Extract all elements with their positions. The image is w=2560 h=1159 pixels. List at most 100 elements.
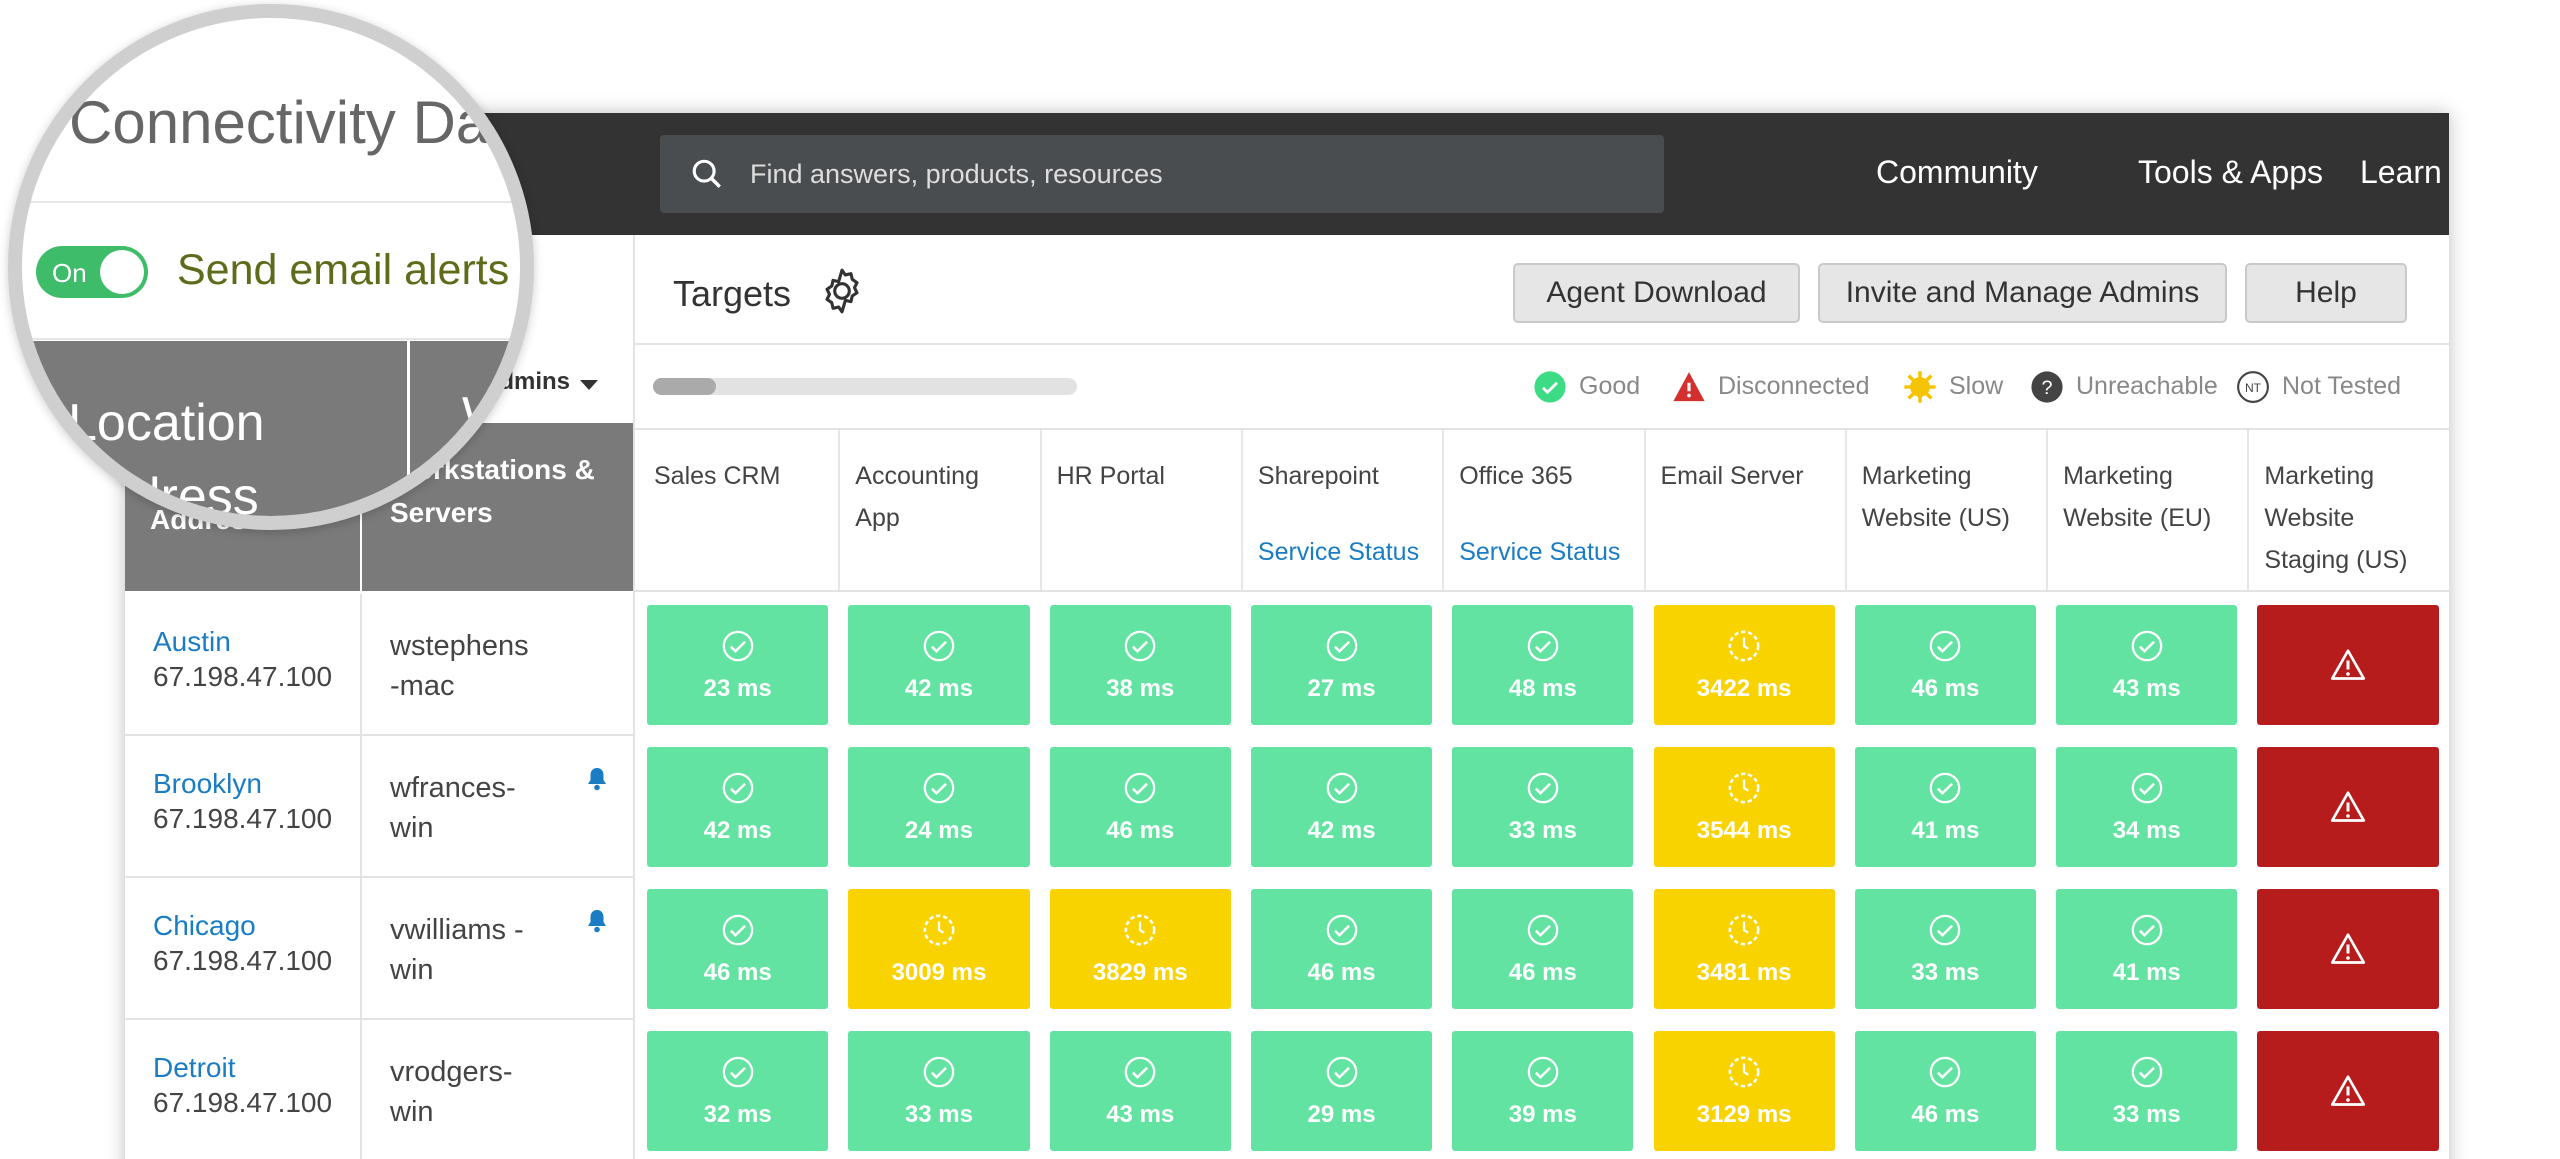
status-icon bbox=[1928, 1055, 1962, 1094]
nav-link[interactable]: Community bbox=[1876, 154, 2038, 190]
status-tile[interactable]: 3009 ms bbox=[848, 889, 1030, 1009]
legend-icon bbox=[1903, 370, 1937, 404]
status-icon bbox=[2130, 629, 2164, 668]
latency: 46 ms bbox=[1106, 817, 1175, 844]
status-tile[interactable]: 33 ms bbox=[1452, 747, 1634, 867]
latency: 27 ms bbox=[1307, 675, 1376, 702]
latency: 41 ms bbox=[2112, 959, 2181, 986]
status-icon bbox=[1325, 629, 1359, 668]
settings-icon[interactable] bbox=[817, 266, 867, 316]
status-icon bbox=[1123, 1055, 1157, 1094]
alert-bell bbox=[585, 766, 609, 792]
host-name: vwilliams -win bbox=[390, 914, 524, 986]
status-tile[interactable]: 46 ms bbox=[1854, 605, 2037, 725]
status-tile[interactable]: 46 ms bbox=[1049, 747, 1231, 867]
toggle[interactable]: On bbox=[36, 246, 148, 298]
legend-icon: ? bbox=[2030, 370, 2064, 404]
status-tile[interactable]: 39 ms bbox=[1452, 1031, 1634, 1151]
magnifier: Connectivity Da On Send email alerts Locati… bbox=[8, 4, 534, 530]
status-icon bbox=[721, 629, 755, 668]
status-tile[interactable]: 42 ms bbox=[647, 747, 829, 867]
status-tile[interactable]: 3129 ms bbox=[1653, 1031, 1835, 1151]
host-name: wfrances-win bbox=[390, 772, 516, 844]
service-status-link[interactable]: Service Status bbox=[1257, 538, 1420, 566]
col-divider bbox=[360, 594, 362, 736]
status-tile[interactable]: 42 ms bbox=[1250, 747, 1433, 867]
nav-link[interactable]: Learn bbox=[2360, 154, 2442, 190]
status-icon bbox=[1727, 629, 1761, 668]
row-divider bbox=[125, 1018, 633, 1020]
location-link[interactable]: Detroit bbox=[153, 1052, 236, 1083]
status-tile[interactable]: 32 ms bbox=[647, 1031, 829, 1151]
status-tile[interactable]: 46 ms bbox=[1452, 889, 1634, 1009]
status-tile[interactable]: 29 ms bbox=[1250, 1031, 1433, 1151]
status-icon bbox=[1123, 629, 1157, 668]
location-link[interactable]: Chicago bbox=[153, 910, 256, 941]
status-tile[interactable]: 3422 ms bbox=[1653, 605, 1835, 725]
latency: 42 ms bbox=[904, 675, 973, 702]
status-tile[interactable]: 48 ms bbox=[1452, 605, 1634, 725]
toggle-label: On bbox=[52, 258, 87, 288]
latency: 3422 ms bbox=[1696, 675, 1792, 702]
status-tile[interactable]: 43 ms bbox=[2056, 605, 2238, 725]
status-tile[interactable] bbox=[2257, 889, 2439, 1009]
divider bbox=[635, 343, 2449, 345]
column-header: Sharepoint bbox=[1257, 462, 1379, 490]
status-icon bbox=[721, 771, 755, 810]
latency: 23 ms bbox=[703, 675, 772, 702]
status-tile[interactable]: 33 ms bbox=[848, 1031, 1030, 1151]
location-link[interactable]: Austin bbox=[153, 626, 231, 657]
column-header: Sales CRM bbox=[654, 462, 781, 490]
status-icon bbox=[1727, 771, 1761, 810]
status-tile[interactable]: 42 ms bbox=[848, 605, 1030, 725]
status-icon bbox=[721, 1055, 755, 1094]
legend-label: Good bbox=[1579, 372, 1641, 400]
status-tile[interactable]: 41 ms bbox=[2056, 889, 2238, 1009]
status-icon bbox=[1123, 913, 1157, 952]
alert-bell bbox=[585, 908, 609, 934]
status-icon bbox=[1727, 1055, 1761, 1094]
latency: 3129 ms bbox=[1696, 1101, 1792, 1128]
col-divider bbox=[360, 736, 362, 878]
status-icon bbox=[2330, 789, 2366, 830]
magnified-header bbox=[22, 341, 520, 516]
button[interactable]: Agent Download bbox=[1513, 263, 1800, 323]
status-tile[interactable] bbox=[2257, 605, 2439, 725]
column-divider bbox=[1442, 430, 1445, 591]
status-icon bbox=[1526, 771, 1560, 810]
search-icon bbox=[692, 159, 721, 188]
status-tile[interactable]: 23 ms bbox=[647, 605, 829, 725]
status-tile[interactable] bbox=[2257, 1031, 2439, 1151]
divider bbox=[22, 338, 520, 340]
status-tile[interactable] bbox=[2257, 747, 2439, 867]
magnified-workstations: Workstations bbox=[462, 387, 520, 445]
latency: 38 ms bbox=[1106, 675, 1175, 702]
toggle-knob bbox=[100, 250, 144, 294]
service-status-link[interactable]: Service Status bbox=[1459, 538, 1621, 566]
latency: 3481 ms bbox=[1696, 959, 1792, 986]
legend-label: Slow bbox=[1949, 372, 2004, 400]
status-tile[interactable]: 41 ms bbox=[1854, 747, 2037, 867]
location-link[interactable]: Brooklyn bbox=[153, 768, 262, 799]
status-tile[interactable]: 34 ms bbox=[2056, 747, 2238, 867]
search-box[interactable]: Find answers, products, resources bbox=[660, 135, 1664, 213]
status-tile[interactable]: 38 ms bbox=[1049, 605, 1231, 725]
status-tile[interactable]: 43 ms bbox=[1049, 1031, 1231, 1151]
status-tile[interactable]: 46 ms bbox=[1854, 1031, 2037, 1151]
targets-label: Targets bbox=[673, 273, 792, 314]
button[interactable]: Help bbox=[2245, 263, 2407, 323]
status-tile[interactable]: 3544 ms bbox=[1653, 747, 1835, 867]
status-tile[interactable]: 33 ms bbox=[2056, 1031, 2238, 1151]
status-tile[interactable]: 27 ms bbox=[1250, 605, 1433, 725]
status-tile[interactable]: 46 ms bbox=[647, 889, 829, 1009]
status-tile[interactable]: 3481 ms bbox=[1653, 889, 1835, 1009]
status-icon bbox=[1325, 913, 1359, 952]
status-tile[interactable]: 24 ms bbox=[848, 747, 1030, 867]
divider bbox=[22, 201, 520, 203]
status-tile[interactable]: 3829 ms bbox=[1049, 889, 1231, 1009]
status-tile[interactable]: 33 ms bbox=[1854, 889, 2037, 1009]
button[interactable]: Invite and Manage Admins bbox=[1818, 263, 2227, 323]
status-tile[interactable]: 46 ms bbox=[1250, 889, 1433, 1009]
nav-link[interactable]: Tools & Apps bbox=[2138, 154, 2323, 190]
status-icon bbox=[1325, 1055, 1359, 1094]
